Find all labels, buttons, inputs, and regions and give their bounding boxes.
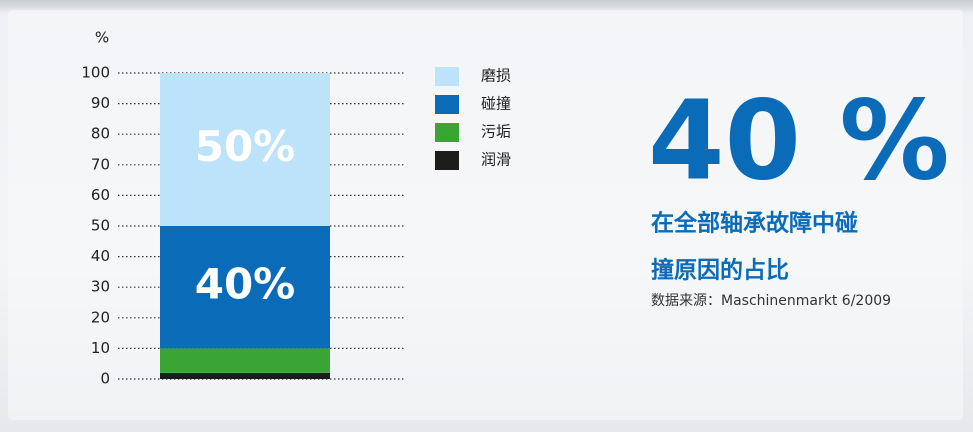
y-tick-label: 90: [91, 94, 110, 112]
bar-segment: [160, 73, 330, 226]
y-tick-label: 60: [91, 186, 110, 204]
y-tick-label: 70: [91, 155, 110, 173]
y-tick-label: 40: [91, 247, 110, 265]
y-tick-label: 10: [91, 339, 110, 357]
data-label: 40%: [195, 260, 296, 309]
headline-line-2: 撞原因的占比: [651, 257, 789, 284]
legend-swatch: [435, 95, 459, 114]
y-tick-label: 0: [100, 370, 110, 388]
source: 数据来源：Maschinenmarkt 6/2009: [651, 293, 891, 309]
y-axis-label: %: [95, 29, 109, 47]
y-tick-label: 20: [91, 308, 110, 326]
legend-label: 磨损: [481, 67, 511, 85]
bar-segment: [160, 372, 330, 379]
legend-swatch: [435, 123, 459, 142]
y-tick-label: 50: [91, 217, 110, 235]
headline-line-1: 在全部轴承故障中碰: [651, 210, 858, 237]
y-tick-label: 100: [81, 64, 110, 82]
y-tick-label: 80: [91, 125, 110, 143]
legend-label: 污垢: [481, 123, 511, 141]
legend-swatch: [435, 151, 459, 170]
headline-value: 40 %: [648, 76, 950, 204]
legend-label: 润滑: [481, 151, 511, 169]
y-tick-label: 30: [91, 278, 110, 296]
bar-segment: [160, 348, 330, 373]
legend-label: 碰撞: [481, 95, 511, 113]
legend-swatch: [435, 67, 459, 86]
bar-segment: [160, 226, 330, 349]
data-label: 50%: [195, 122, 296, 171]
